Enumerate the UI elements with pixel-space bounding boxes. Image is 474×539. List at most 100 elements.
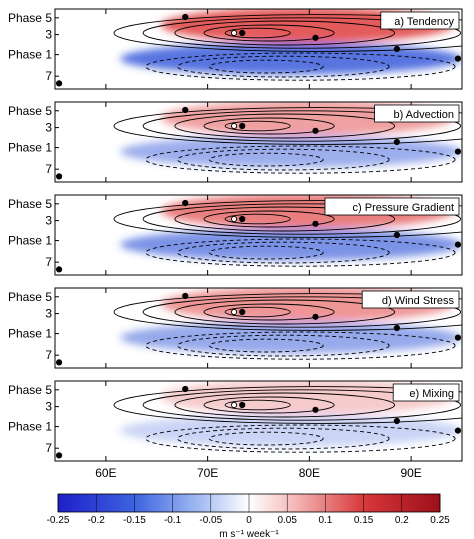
phase-marker xyxy=(55,173,63,180)
y-tick-label: 7 xyxy=(45,162,52,176)
phase-marker xyxy=(182,292,189,300)
phase-marker xyxy=(182,13,189,21)
contours xyxy=(113,14,462,81)
phase-marker xyxy=(239,29,246,37)
colorbar-tick-label: -0.25 xyxy=(47,515,70,526)
x-tick-label: 90E xyxy=(400,466,421,480)
open-phase-marker xyxy=(231,29,238,37)
panel-frame xyxy=(54,194,463,276)
positive-contour xyxy=(174,20,396,46)
phase-marker xyxy=(454,427,462,434)
positive-contour xyxy=(203,117,335,135)
negative-anomaly xyxy=(120,321,462,354)
contours xyxy=(113,200,462,267)
y-tick-label: Phase 5 xyxy=(8,11,52,25)
positive-contour xyxy=(113,293,462,331)
positive-contour xyxy=(174,299,396,325)
colorbar-tick-label: 0 xyxy=(246,515,252,526)
x-tick-label: 70E xyxy=(197,466,218,480)
positive-contour xyxy=(113,107,462,145)
negative-contour xyxy=(177,427,390,450)
positive-contour xyxy=(142,203,462,235)
positive-contour xyxy=(142,389,462,421)
colorbar-units: m s⁻¹ week⁻¹ xyxy=(219,529,279,539)
panel-frame xyxy=(54,8,463,90)
panel-label-box xyxy=(380,11,460,30)
positive-contour xyxy=(224,27,291,39)
x-axis: 60E 70E 80E 90E xyxy=(95,466,422,480)
panel-label-box xyxy=(392,383,460,402)
positive-contour xyxy=(224,399,291,411)
y-tick-label: 7 xyxy=(45,69,52,83)
negative-contour xyxy=(145,145,456,174)
panel-label: b) Advection xyxy=(393,109,454,121)
positive-contour xyxy=(203,210,335,228)
x-tick-label: 60E xyxy=(95,466,116,480)
phase-marker xyxy=(239,308,246,316)
phase-marker xyxy=(55,266,63,273)
colorbar: -0.25 -0.2 -0.15 -0.1 -0.05 0 0.05 0.1 0.15 0.2 0.… xyxy=(47,493,450,539)
y-tick-label: Phase 1 xyxy=(8,141,52,155)
contours xyxy=(113,107,462,174)
phase-marker xyxy=(55,359,63,366)
positive-contour xyxy=(203,24,335,42)
panel-3: Phase 5 3 Phase 1 7 c) Pressure Gradient xyxy=(8,194,463,276)
negative-contour xyxy=(208,59,324,74)
y-tick-label: Phase 1 xyxy=(8,48,52,62)
panel-label-box xyxy=(324,197,460,216)
negative-anomaly xyxy=(120,135,462,168)
negative-contour xyxy=(208,152,324,167)
phase-marker xyxy=(239,401,246,409)
phase-marker xyxy=(393,45,400,53)
y-tick-label: Phase 1 xyxy=(8,420,52,434)
open-phase-marker xyxy=(231,308,238,316)
negative-contour xyxy=(145,424,456,453)
phase-marker xyxy=(393,324,400,332)
positive-contour xyxy=(174,392,396,418)
positive-contour xyxy=(142,110,462,142)
phase-marker xyxy=(393,417,400,425)
positive-contour xyxy=(203,396,335,414)
panel-2: Phase 5 3 Phase 1 7 b) Advection xyxy=(8,101,463,183)
phase-marker xyxy=(312,34,319,41)
colorbar-tick-label: -0.05 xyxy=(199,515,222,526)
panel-label-box xyxy=(374,104,460,123)
y-tick-label: Phase 5 xyxy=(8,104,52,118)
negative-contour xyxy=(145,331,456,360)
negative-contour xyxy=(208,431,324,446)
y-tick-label: Phase 1 xyxy=(8,234,52,248)
panel-1: Phase 5 3 Phase 1 7 a) Tendency xyxy=(8,8,463,90)
panel-frame xyxy=(54,287,463,369)
negative-contour xyxy=(177,55,390,78)
negative-contour xyxy=(208,338,324,353)
panel-label: c) Pressure Gradient xyxy=(353,202,454,214)
phase-marker xyxy=(55,80,63,87)
y-tick-label: 3 xyxy=(45,307,52,321)
y-tick-label: 3 xyxy=(45,121,52,135)
phase-marker xyxy=(454,55,462,62)
phase-marker xyxy=(393,231,400,239)
x-tick-label: 80E xyxy=(299,466,320,480)
open-phase-marker xyxy=(231,122,238,130)
y-tick-label: 7 xyxy=(45,255,52,269)
phase-marker xyxy=(182,199,189,207)
y-tick-label: Phase 5 xyxy=(8,290,52,304)
negative-anomaly xyxy=(120,42,462,75)
colorbar-tick-label: 0.1 xyxy=(318,515,332,526)
negative-contour xyxy=(208,245,324,260)
positive-contour xyxy=(142,17,462,49)
positive-contour xyxy=(224,213,291,225)
negative-contour xyxy=(177,148,390,171)
panel-label: a) Tendency xyxy=(394,16,454,28)
positive-contour xyxy=(113,386,462,424)
colorbar-tick-label: 0.15 xyxy=(354,515,374,526)
y-tick-label: 3 xyxy=(45,400,52,414)
open-phase-marker xyxy=(231,215,238,223)
phase-marker xyxy=(312,220,319,227)
positive-contour xyxy=(224,306,291,318)
negative-anomaly xyxy=(120,228,462,261)
panel-frame xyxy=(54,380,463,462)
colorbar-tick-label: 0.05 xyxy=(277,515,297,526)
phase-marker xyxy=(454,241,462,248)
